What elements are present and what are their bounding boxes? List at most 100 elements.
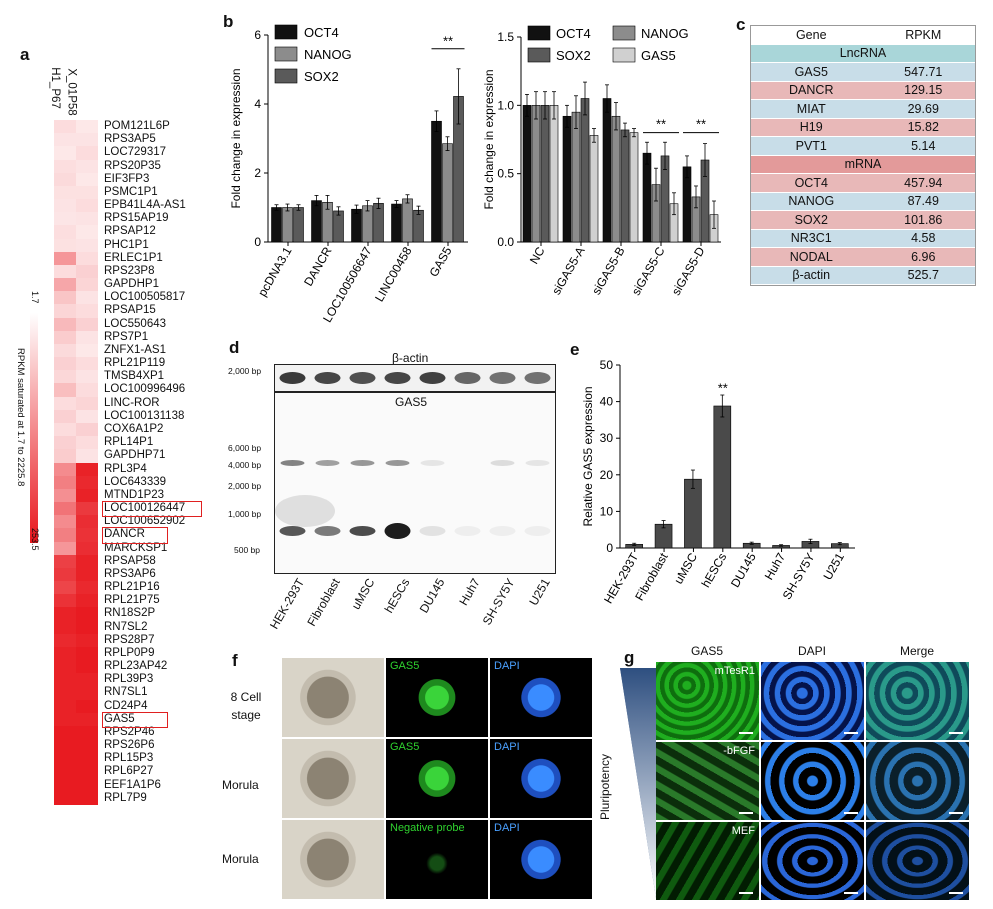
heatmap-cell [54, 528, 76, 543]
heatmap-cell [76, 633, 98, 648]
significance-mark: ** [718, 380, 728, 395]
legend-swatch [274, 24, 298, 40]
legend-label: SOX2 [556, 48, 591, 63]
table-cell: NR3C1 [751, 229, 872, 248]
brightfield-image [282, 820, 384, 899]
gene-label: RPS20P35 [104, 159, 161, 172]
legend-swatch [527, 47, 551, 63]
bar [642, 152, 652, 243]
bar [293, 207, 304, 243]
gene-label: RPL21P119 [104, 357, 166, 370]
scale-bar [739, 732, 753, 734]
gene-label: RPS2P46 [104, 725, 155, 738]
gene-label: EPB41L4A-AS1 [104, 199, 186, 212]
brightfield-image [282, 739, 384, 818]
brightfield-image [282, 658, 384, 737]
gene-label: RPSAP15 [104, 304, 156, 317]
gene-label: RPS3AP5 [104, 133, 156, 146]
gene-label: LOC100131138 [104, 409, 185, 422]
gene-label: GAS5 [104, 712, 135, 725]
band [280, 460, 305, 466]
gene-label: RN7SL2 [104, 620, 148, 633]
heatmap-cell [76, 699, 98, 714]
heatmap-cell [76, 686, 98, 701]
gene-label: COX6A1P2 [104, 422, 164, 435]
column-header: DAPI [797, 644, 826, 658]
heatmap-cell [54, 422, 76, 437]
gene-highlight-box [102, 711, 168, 728]
heatmap-cell [54, 396, 76, 411]
bar [351, 208, 362, 243]
gas5-fluorescence-image: Negative probe [386, 820, 488, 899]
heatmap-cell [76, 422, 98, 437]
merge-image [866, 662, 969, 740]
table-cell: Gene [751, 26, 872, 45]
lane-label: hESCs [381, 576, 413, 616]
heatmap-cell [54, 264, 76, 279]
heatmap-cell [54, 739, 76, 753]
panel-label-a: a [20, 45, 30, 64]
heatmap-cell [54, 212, 76, 226]
heatmap-cell [76, 317, 98, 332]
lane-label: Huh7 [456, 576, 483, 608]
bar [431, 120, 442, 243]
x-tick-label: siGAS5-A [549, 245, 587, 298]
table-cell: 87.49 [871, 192, 975, 211]
bar [571, 111, 581, 243]
heatmap-cell [76, 120, 98, 134]
scale-bar [949, 732, 963, 734]
marker-label: 4,000 bp [228, 460, 262, 470]
gene-label: LOC550643 [104, 317, 167, 330]
table-cell: 15.82 [871, 118, 975, 137]
heatmap-cell [54, 712, 76, 727]
x-tick-label: siGAS5-D [669, 244, 708, 297]
heatmap-cell [54, 502, 76, 516]
y-tick-label: 2 [254, 166, 261, 180]
gas5-fluorescence-image: GAS5 [386, 658, 488, 737]
gene-label: RPS26P6 [104, 739, 155, 752]
bar [589, 135, 599, 243]
scale-bar [949, 892, 963, 894]
y-tick-label: 4 [254, 97, 261, 111]
legend-label: NANOG [304, 47, 352, 62]
smear [275, 495, 335, 527]
marker-label: 6,000 bp [228, 443, 262, 453]
gene-label: RPS15AP19 [104, 212, 169, 225]
table-cell: OCT4 [751, 173, 872, 193]
heatmap-grid [54, 120, 98, 806]
gene-label: RPL15P3 [104, 752, 154, 765]
bar [391, 203, 402, 243]
scale-top-value: 1.7 [30, 291, 40, 304]
table-header: Gene RPKM [751, 26, 975, 45]
band [454, 526, 481, 536]
y-tick-label: 0.5 [497, 167, 514, 181]
legend-label: OCT4 [304, 25, 339, 40]
legend-swatch [274, 46, 298, 62]
gas5-fluorescence-image: GAS5 [386, 739, 488, 818]
image-label: GAS5 [390, 660, 420, 672]
table-cell: 6.96 [871, 247, 975, 267]
heatmap-cell [54, 120, 76, 134]
heatmap-cell [76, 725, 98, 740]
heatmap-cell [76, 581, 98, 595]
heatmap-cell [54, 581, 76, 595]
table-cell: SOX2 [751, 210, 872, 230]
bar [402, 198, 413, 243]
heatmap-cell [76, 712, 98, 727]
heatmap-cell [54, 409, 76, 424]
table-cell: mRNA [751, 155, 975, 174]
gene-label: POM121L6P [104, 120, 170, 132]
marker-label: 500 bp [234, 545, 260, 555]
heatmap-cell [54, 673, 76, 687]
condition-label: MEF [731, 825, 755, 837]
y-tick-label: 0 [606, 541, 613, 555]
heatmap-cell [76, 449, 98, 463]
gene-label: RPL3P4 [104, 462, 147, 475]
significance-mark: ** [656, 117, 666, 132]
gene-label: LINC-ROR [104, 396, 160, 409]
panel-label-c: c [736, 15, 746, 34]
bar [540, 105, 550, 243]
heatmap-color-scale [30, 313, 38, 543]
band [420, 460, 445, 466]
heatmap-cell [76, 330, 98, 345]
